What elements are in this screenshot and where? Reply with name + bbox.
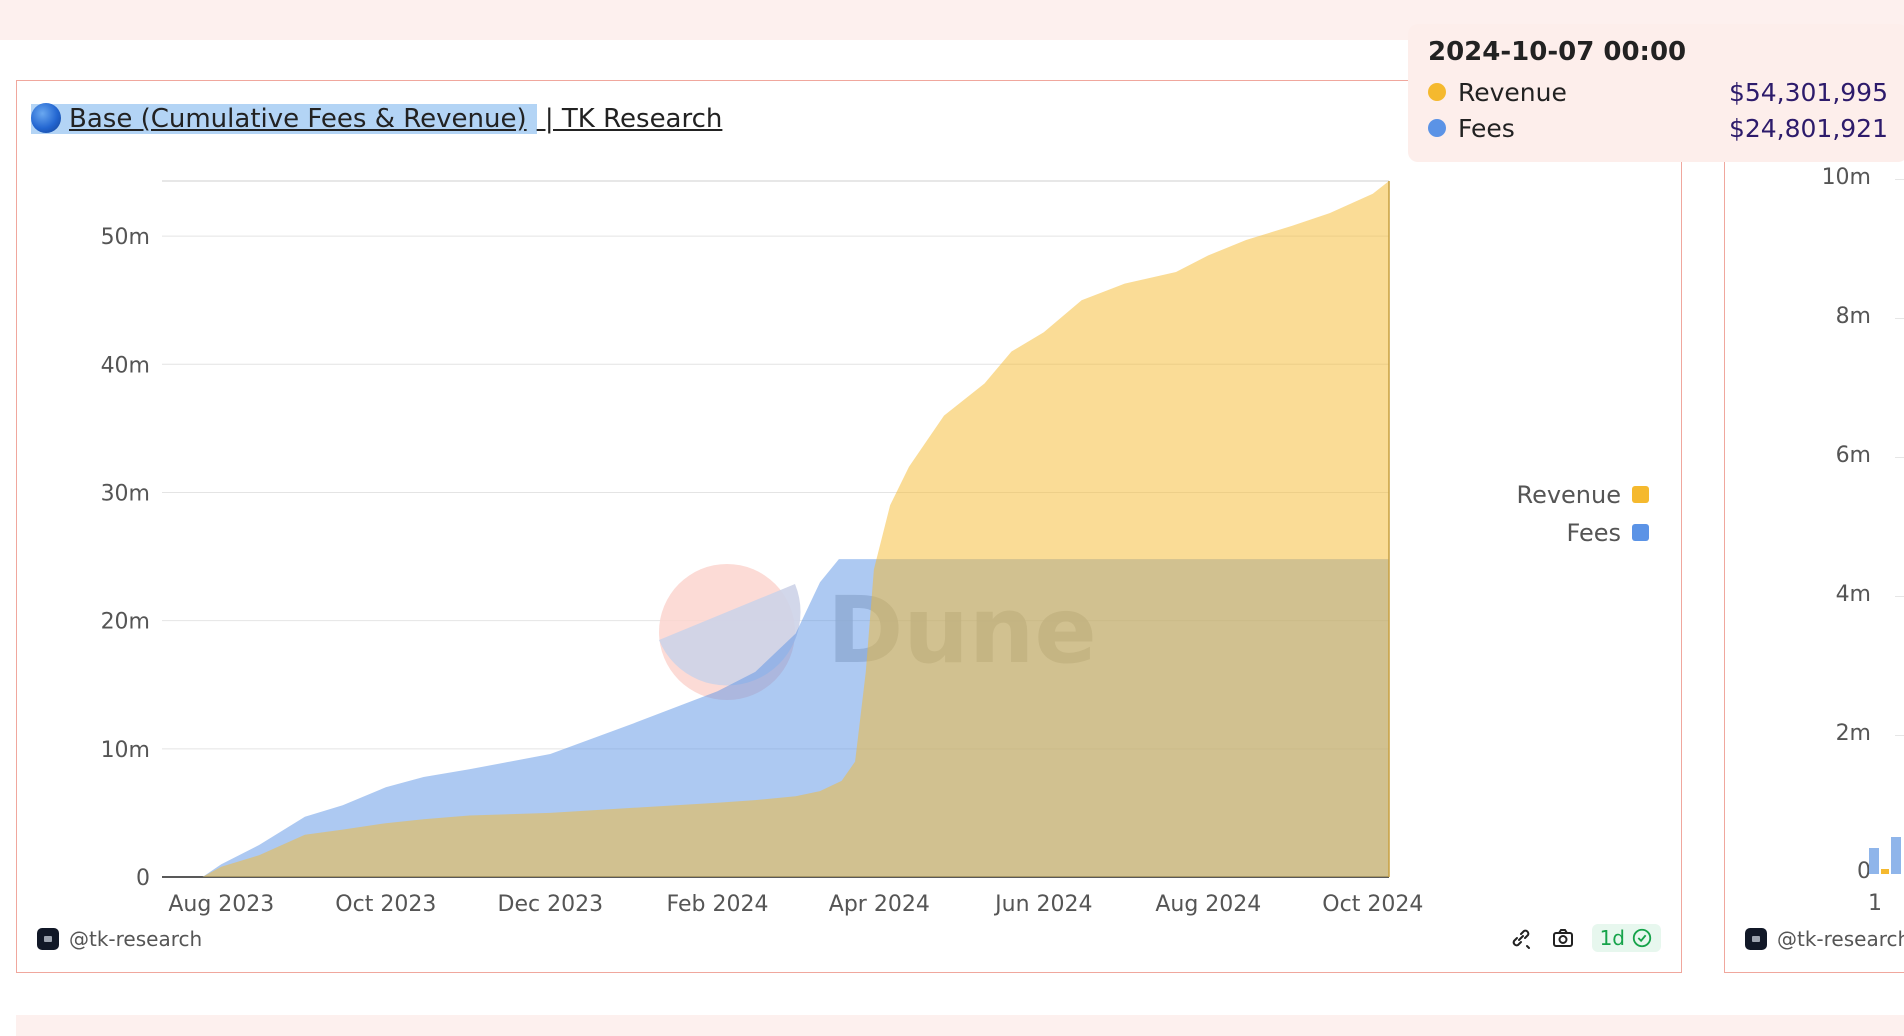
chart-tooltip: 2024-10-07 00:00 Revenue $54,301,995 Fee… (1408, 24, 1904, 162)
p2-footer-user: @tk-research (1777, 927, 1904, 951)
revenue-dot-icon (1428, 83, 1446, 101)
p2-tick-label: 6m (1835, 443, 1871, 468)
x-tick-label: Dec 2023 (498, 892, 604, 917)
y-tick-label: 10m (101, 738, 150, 763)
tooltip-series-name: Revenue (1458, 77, 1567, 107)
check-badge-icon (1632, 928, 1652, 948)
p2-tick-label: 4m (1835, 582, 1871, 607)
adjacent-chart-panel: 10m 8m 6m 4m 2m 0 1 @tk-research (1724, 80, 1904, 973)
footer-actions: 1d (1508, 921, 1661, 955)
p2-bar (1881, 869, 1889, 874)
legend-swatch (1632, 524, 1649, 541)
p2-gridline (1895, 735, 1904, 736)
y-tick-label: 20m (101, 610, 150, 635)
y-tick-label: 40m (101, 353, 150, 378)
chart-title-rest: | TK Research (536, 104, 723, 134)
x-tick-label: Oct 2023 (335, 892, 436, 917)
x-tick-label: Apr 2024 (829, 892, 930, 917)
p2-footer-author[interactable]: @tk-research (1745, 924, 1904, 954)
p2-gridline (1895, 179, 1904, 180)
x-tick-label: Aug 2024 (1155, 892, 1261, 917)
p2-tick-label: 8m (1835, 304, 1871, 329)
y-tick-label: 0 (136, 866, 150, 891)
dune-logo-icon (37, 928, 59, 950)
tooltip-date: 2024-10-07 00:00 (1428, 37, 1687, 67)
x-tick-label: Jun 2024 (993, 892, 1092, 917)
freshness-label: 1d (1599, 926, 1625, 950)
fees-dot-icon (1428, 119, 1446, 137)
freshness-badge[interactable]: 1d (1591, 924, 1661, 952)
bottom-band (16, 1015, 1904, 1036)
p2-tick-label: 2m (1835, 721, 1871, 746)
globe-icon (31, 103, 61, 133)
p2-gridline (1895, 318, 1904, 319)
tooltip-row-fees: Fees $24,801,921 (1428, 110, 1888, 146)
y-tick-label: 30m (101, 481, 150, 506)
x-tick-label: Aug 2023 (168, 892, 274, 917)
legend-label: Revenue (1516, 481, 1621, 509)
p2-tick-label: 10m (1821, 165, 1871, 190)
chart-panel: Base (Cumulative Fees & Revenue) | TK Re… (16, 80, 1682, 973)
p2-x-tick-label: 1 (1868, 891, 1882, 916)
footer-user: @tk-research (69, 927, 203, 951)
p2-tick-label: 0 (1857, 859, 1871, 884)
p2-bar (1869, 848, 1879, 874)
camera-icon[interactable] (1550, 925, 1576, 951)
p2-bar (1891, 837, 1901, 874)
y-tick-label: 50m (101, 225, 150, 250)
tooltip-series-value: $24,801,921 (1728, 113, 1888, 143)
chain-icon[interactable] (1508, 925, 1534, 951)
p2-gridline (1895, 596, 1904, 597)
chart-title-main: Base (Cumulative Fees & Revenue) (69, 104, 527, 134)
tooltip-series-name: Fees (1458, 113, 1515, 143)
legend-label: Fees (1566, 519, 1621, 547)
dune-logo-icon (1745, 928, 1767, 950)
chart-title-link[interactable]: Base (Cumulative Fees & Revenue) | TK Re… (31, 99, 722, 139)
dune-watermark-logo-shade (659, 584, 801, 686)
p2-gridline (1895, 457, 1904, 458)
revenue-area (162, 181, 1389, 877)
x-tick-label: Oct 2024 (1322, 892, 1423, 917)
tooltip-row-revenue: Revenue $54,301,995 (1428, 74, 1888, 110)
legend-swatch (1632, 486, 1649, 503)
chart-title-selection: Base (Cumulative Fees & Revenue) (31, 103, 537, 134)
footer-author[interactable]: @tk-research (37, 924, 202, 954)
x-tick-label: Feb 2024 (667, 892, 769, 917)
tooltip-series-value: $54,301,995 (1728, 77, 1888, 107)
